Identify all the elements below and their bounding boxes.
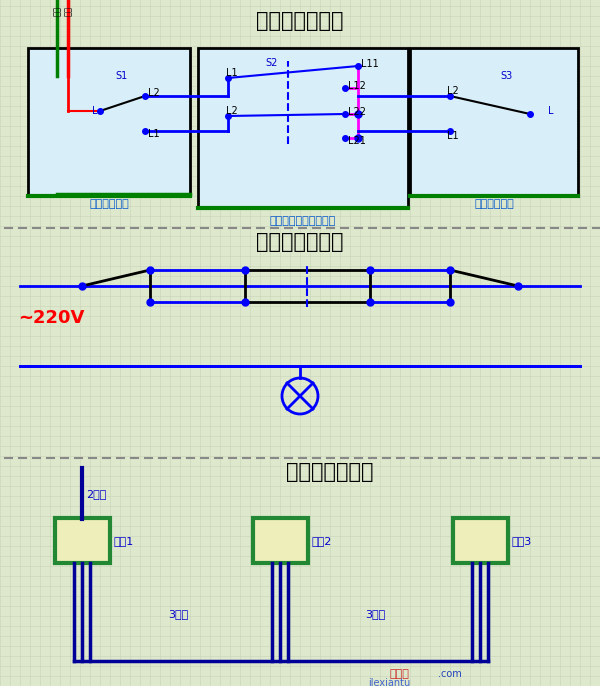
Bar	[410, 48, 578, 196]
Text: ~220V: ~220V	[18, 309, 85, 327]
Bar	[198, 48, 408, 208]
Text: 单开双控开关: 单开双控开关	[89, 199, 129, 209]
Text: 相线: 相线	[53, 6, 62, 16]
Text: S1: S1	[115, 71, 127, 81]
Text: S3: S3	[500, 71, 512, 81]
Bar	[55, 518, 110, 563]
Text: L1: L1	[447, 131, 458, 141]
Text: L: L	[92, 106, 97, 116]
Bar	[453, 518, 508, 563]
Text: L1: L1	[226, 68, 238, 78]
Text: L22: L22	[348, 107, 366, 117]
Text: 2根线: 2根线	[86, 489, 106, 499]
Text: 中途开关（三控开关）: 中途开关（三控开关）	[270, 216, 336, 226]
Text: 三控开关布线图: 三控开关布线图	[286, 462, 374, 482]
Text: L12: L12	[348, 81, 366, 91]
Text: L11: L11	[361, 59, 379, 69]
Text: L2: L2	[447, 86, 459, 96]
Text: 三控开关原理图: 三控开关原理图	[256, 232, 344, 252]
Text: 开关1: 开关1	[113, 536, 133, 546]
Bar	[28, 48, 190, 196]
Text: L2: L2	[148, 88, 160, 98]
Text: 3根线: 3根线	[365, 609, 385, 619]
Text: .com: .com	[438, 669, 462, 679]
Text: jlexiantu: jlexiantu	[368, 678, 410, 686]
Text: L21: L21	[348, 136, 366, 146]
Text: 开关3: 开关3	[511, 536, 531, 546]
Text: 3根线: 3根线	[168, 609, 188, 619]
Bar	[253, 518, 308, 563]
Text: 单开双控开关: 单开双控开关	[474, 199, 514, 209]
Text: 接线图: 接线图	[390, 669, 410, 679]
Text: 开关2: 开关2	[311, 536, 331, 546]
Text: L2: L2	[226, 106, 238, 116]
Text: 三控开关接线图: 三控开关接线图	[256, 11, 344, 31]
Text: L: L	[548, 106, 554, 116]
Text: 火线: 火线	[64, 6, 73, 16]
Text: L1: L1	[148, 129, 160, 139]
Text: S2: S2	[265, 58, 277, 68]
